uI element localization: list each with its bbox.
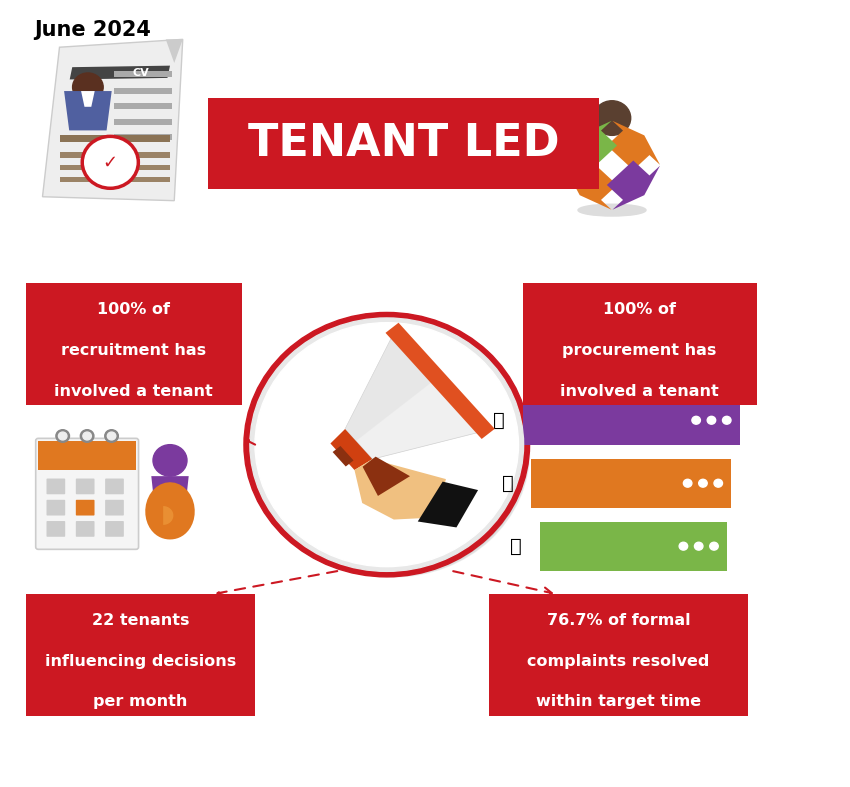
Circle shape — [679, 542, 688, 550]
Circle shape — [107, 432, 116, 440]
Circle shape — [59, 432, 67, 440]
Polygon shape — [607, 120, 660, 170]
Text: TENANT LED: TENANT LED — [248, 122, 559, 165]
Text: complaints resolved: complaints resolved — [527, 654, 710, 669]
Text: ✓: ✓ — [103, 153, 118, 172]
Circle shape — [694, 542, 703, 550]
Polygon shape — [81, 91, 94, 107]
Text: within target time: within target time — [536, 694, 701, 709]
Polygon shape — [64, 91, 111, 131]
Circle shape — [258, 325, 530, 577]
Polygon shape — [166, 39, 183, 63]
FancyBboxPatch shape — [114, 134, 173, 140]
Circle shape — [82, 136, 139, 188]
Polygon shape — [145, 482, 195, 539]
Polygon shape — [363, 456, 410, 496]
FancyBboxPatch shape — [36, 438, 139, 549]
Circle shape — [56, 430, 70, 442]
Circle shape — [707, 416, 716, 424]
Circle shape — [244, 312, 530, 577]
Polygon shape — [354, 459, 446, 519]
FancyBboxPatch shape — [47, 478, 65, 494]
FancyBboxPatch shape — [76, 500, 94, 515]
FancyBboxPatch shape — [60, 164, 170, 170]
FancyBboxPatch shape — [523, 283, 756, 405]
Circle shape — [255, 323, 518, 567]
Polygon shape — [386, 323, 495, 439]
Circle shape — [714, 479, 722, 487]
Text: 👍: 👍 — [493, 411, 505, 430]
FancyBboxPatch shape — [208, 98, 599, 189]
Polygon shape — [332, 446, 354, 467]
Text: recruitment has: recruitment has — [61, 343, 207, 358]
FancyBboxPatch shape — [114, 103, 173, 109]
Text: 👍: 👍 — [502, 474, 513, 493]
FancyBboxPatch shape — [531, 459, 731, 508]
FancyBboxPatch shape — [76, 478, 94, 494]
FancyBboxPatch shape — [60, 153, 170, 157]
Circle shape — [83, 432, 92, 440]
Text: involved a tenant: involved a tenant — [54, 383, 213, 398]
FancyBboxPatch shape — [114, 71, 173, 77]
Polygon shape — [331, 429, 372, 470]
FancyBboxPatch shape — [105, 500, 124, 515]
Circle shape — [72, 73, 103, 102]
FancyBboxPatch shape — [26, 283, 242, 405]
FancyBboxPatch shape — [114, 88, 173, 94]
FancyBboxPatch shape — [26, 594, 255, 716]
FancyBboxPatch shape — [540, 522, 727, 571]
FancyBboxPatch shape — [60, 135, 170, 142]
Text: 76.7% of formal: 76.7% of formal — [547, 613, 690, 628]
FancyBboxPatch shape — [114, 119, 173, 125]
Polygon shape — [151, 476, 189, 508]
Text: 22 tenants: 22 tenants — [92, 613, 189, 628]
Polygon shape — [345, 327, 440, 441]
Text: 100% of: 100% of — [604, 302, 676, 317]
Ellipse shape — [578, 205, 646, 216]
Circle shape — [593, 101, 631, 135]
Circle shape — [683, 479, 692, 487]
Polygon shape — [607, 161, 660, 210]
Polygon shape — [417, 482, 478, 527]
FancyBboxPatch shape — [76, 521, 94, 537]
Polygon shape — [564, 161, 617, 210]
Circle shape — [250, 318, 524, 571]
Circle shape — [153, 445, 187, 476]
Text: influencing decisions: influencing decisions — [44, 654, 235, 669]
Text: June 2024: June 2024 — [34, 20, 151, 39]
Polygon shape — [70, 65, 170, 79]
Text: 100% of: 100% of — [98, 302, 170, 317]
FancyBboxPatch shape — [47, 500, 65, 515]
FancyBboxPatch shape — [60, 177, 170, 183]
Text: involved a tenant: involved a tenant — [560, 383, 719, 398]
Text: CV: CV — [133, 68, 149, 78]
Polygon shape — [564, 120, 617, 170]
Polygon shape — [163, 506, 173, 525]
Circle shape — [81, 430, 94, 442]
FancyBboxPatch shape — [47, 521, 65, 537]
Text: procurement has: procurement has — [563, 343, 717, 358]
FancyBboxPatch shape — [489, 594, 748, 716]
FancyBboxPatch shape — [105, 521, 124, 537]
Circle shape — [722, 416, 731, 424]
Circle shape — [710, 542, 718, 550]
Circle shape — [699, 479, 707, 487]
FancyBboxPatch shape — [38, 441, 136, 471]
Text: 👍: 👍 — [510, 537, 522, 556]
Polygon shape — [42, 39, 183, 201]
Circle shape — [259, 327, 528, 575]
Text: per month: per month — [93, 694, 188, 709]
FancyBboxPatch shape — [523, 396, 740, 445]
Circle shape — [692, 416, 700, 424]
Polygon shape — [345, 327, 490, 459]
Circle shape — [105, 430, 118, 442]
FancyBboxPatch shape — [105, 478, 124, 494]
